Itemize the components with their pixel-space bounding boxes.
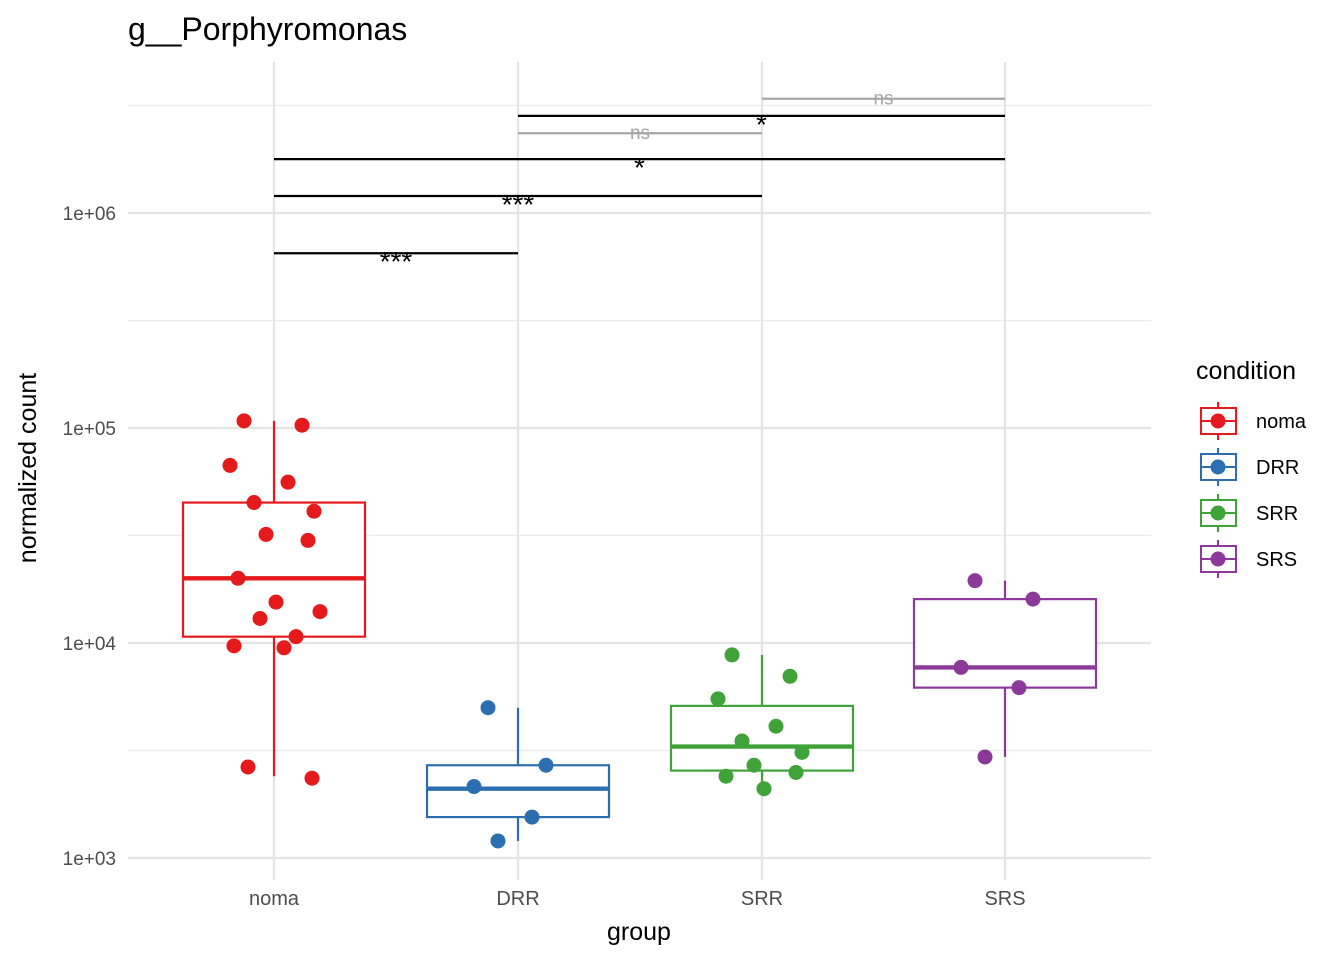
- boxplot-drr: [425, 707, 611, 841]
- data-point-noma: [252, 611, 268, 627]
- legend-item-noma: noma: [1200, 402, 1307, 440]
- data-point-srr: [718, 768, 734, 784]
- legend-item-srs: SRS: [1200, 540, 1297, 578]
- data-point-srs: [1011, 680, 1027, 696]
- legend-label: noma: [1256, 411, 1307, 433]
- data-point-noma: [300, 532, 316, 548]
- data-point-noma: [226, 638, 242, 654]
- comparison-label: ***: [380, 246, 413, 277]
- data-point-srs: [967, 573, 983, 589]
- box-iqr: [425, 764, 611, 819]
- legend-key-point: [1210, 413, 1226, 429]
- data-point-noma: [304, 770, 320, 786]
- legend-label: DRR: [1256, 457, 1299, 479]
- data-point-noma: [312, 604, 328, 620]
- data-point-drr: [524, 809, 540, 825]
- box-iqr: [669, 704, 855, 772]
- data-point-drr: [480, 700, 496, 716]
- comparison-noma-srr: ***: [274, 189, 762, 220]
- x-axis-label: group: [607, 918, 671, 946]
- box-iqr: [912, 598, 1098, 689]
- data-point-srs: [953, 659, 969, 675]
- comparison-noma-srs: *: [274, 152, 1005, 183]
- data-point-noma: [246, 495, 262, 511]
- y-tick-label: 1e+04: [63, 634, 117, 655]
- grid-major: [128, 62, 1151, 880]
- data-point-noma: [294, 417, 310, 433]
- data-point-noma: [240, 759, 256, 775]
- comparison-srr-srs: ns: [762, 89, 1005, 110]
- comparison-label: ns: [630, 123, 650, 144]
- legend-label: SRS: [1256, 549, 1297, 571]
- data-point-noma: [236, 413, 252, 429]
- data-point-noma: [306, 503, 322, 519]
- comparison-label: ns: [873, 89, 893, 110]
- legend-item-srr: SRR: [1200, 494, 1298, 532]
- data-point-srr: [794, 744, 810, 760]
- comparison-label: ***: [502, 189, 535, 220]
- boxplot-srr: [669, 654, 855, 789]
- data-point-srr: [734, 733, 750, 749]
- x-axis-ticks: noma DRR SRR SRS: [249, 888, 1026, 910]
- data-point-noma: [280, 474, 296, 490]
- data-point-noma: [258, 526, 274, 542]
- data-point-noma: [268, 594, 284, 610]
- data-point-srr: [746, 757, 762, 773]
- box-layer: [181, 420, 1098, 841]
- boxplot-srs: [912, 580, 1098, 757]
- x-tick-label: DRR: [496, 888, 539, 910]
- y-axis-label: normalized count: [14, 373, 42, 563]
- point-layer: [222, 413, 1041, 849]
- data-point-noma: [222, 457, 238, 473]
- y-tick-label: 1e+03: [63, 849, 116, 870]
- data-point-srr: [788, 764, 804, 780]
- comparison-drr-srr: ns: [518, 123, 762, 144]
- legend-label: SRR: [1256, 503, 1298, 525]
- legend-key-point: [1210, 551, 1226, 567]
- x-tick-label: noma: [249, 888, 300, 910]
- data-point-srr: [768, 718, 784, 734]
- data-point-srr: [782, 668, 798, 684]
- comparison-label: *: [756, 109, 767, 140]
- legend-title: condition: [1196, 357, 1296, 385]
- boxplot-noma: [181, 420, 367, 777]
- data-point-srr: [710, 691, 726, 707]
- legend-item-drr: DRR: [1200, 448, 1299, 486]
- y-axis-ticks: 1e+03 1e+04 1e+05 1e+06: [63, 204, 117, 870]
- data-point-noma: [276, 640, 292, 656]
- chart-title: g__Porphyromonas: [128, 11, 407, 47]
- data-point-drr: [490, 833, 506, 849]
- data-point-srs: [1025, 591, 1041, 607]
- x-tick-label: SRR: [741, 888, 783, 910]
- x-tick-label: SRS: [984, 888, 1025, 910]
- comparison-label: *: [634, 152, 645, 183]
- data-point-srr: [756, 781, 772, 797]
- comparison-layer: *******ns *ns: [274, 89, 1005, 277]
- data-point-drr: [466, 779, 482, 795]
- data-point-drr: [538, 757, 554, 773]
- data-point-noma: [288, 629, 304, 645]
- legend-key-point: [1210, 459, 1226, 475]
- legend-key-point: [1210, 505, 1226, 521]
- y-tick-label: 1e+06: [63, 204, 116, 225]
- legend: condition noma DRR SRR SRS: [1196, 357, 1307, 578]
- data-point-noma: [230, 570, 246, 586]
- data-point-srr: [724, 647, 740, 663]
- y-tick-label: 1e+05: [63, 419, 116, 440]
- comparison-noma-drr: ***: [274, 246, 518, 277]
- data-point-srs: [977, 749, 993, 765]
- box-iqr: [181, 501, 367, 638]
- comparison-drr-srs: *: [518, 109, 1005, 140]
